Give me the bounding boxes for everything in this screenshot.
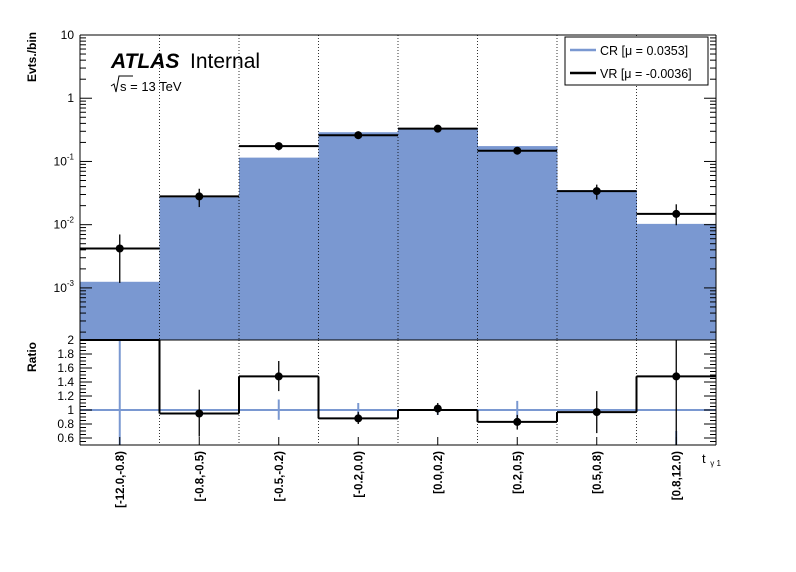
ratio-y-tick-label-0: 0.6 xyxy=(57,431,74,445)
top-y-tick-label-3: 1 xyxy=(67,91,74,105)
x-axis-label-main: t xyxy=(702,451,706,466)
vr-point-0 xyxy=(115,244,124,253)
ratio-grid xyxy=(159,340,637,445)
cr-bar-0 xyxy=(80,281,160,340)
ratio-point-5 xyxy=(513,417,522,426)
vr-point-2 xyxy=(274,142,283,151)
tick-exponent: -3 xyxy=(67,279,75,288)
vr-layer xyxy=(80,124,716,283)
x-category-label-2: [-0.5,-0.2) xyxy=(274,451,286,502)
energy-value-text: = 13 TeV xyxy=(127,79,182,94)
top-y-tick-label-0: 10-3 xyxy=(54,279,75,295)
tick-base: 10 xyxy=(54,154,68,168)
internal-text: Internal xyxy=(190,50,260,73)
vr-point-4 xyxy=(433,124,442,133)
x-axis-label-sub: γ 1 xyxy=(710,459,721,468)
ratio-y-tick-label-4: 1.4 xyxy=(57,375,74,389)
top-y-tick-label-2: 10-1 xyxy=(54,152,75,168)
ratio-axis-label: Ratio xyxy=(25,342,39,372)
legend: CR [μ = 0.0353] VR [μ = -0.0036] xyxy=(564,36,709,86)
x-category-label-3: [-0.2,0.0) xyxy=(353,451,365,498)
ratio-y-tick-label-1: 0.8 xyxy=(57,417,74,431)
x-category-label-4: [0.0,0.2) xyxy=(433,451,445,494)
sqrt-symbol xyxy=(110,75,133,93)
tick-exponent: -1 xyxy=(67,152,75,161)
atlas-text: ATLAS xyxy=(110,50,179,73)
legend-cr-label: CR [μ = 0.0353] xyxy=(600,44,688,58)
cr-bar-5 xyxy=(477,146,558,340)
tick-base: 10 xyxy=(61,28,75,42)
cr-bar-7 xyxy=(636,223,717,340)
x-category-label-7: [0.8,12.0) xyxy=(671,451,683,500)
ratio-y-tick-label-7: 2 xyxy=(67,333,74,347)
ratio-point-1 xyxy=(195,409,204,418)
cr-bar-1 xyxy=(159,197,240,340)
y-axis-label: Evts./bin xyxy=(25,32,39,82)
legend-vr-label: VR [μ = -0.0036] xyxy=(600,67,692,81)
top-y-tick-label-1: 10-2 xyxy=(54,216,75,232)
ratio-y-tick-label-5: 1.6 xyxy=(57,361,74,375)
atlas-label: ATLAS Internal s = 13 TeV xyxy=(110,50,260,94)
energy-text: s = 13 TeV xyxy=(120,79,182,94)
ratio-point-4 xyxy=(433,404,442,413)
ratio-y-tick-label-3: 1.2 xyxy=(57,389,74,403)
top-y-tick-label-4: 10 xyxy=(61,28,75,42)
ratio-point-7 xyxy=(672,372,681,381)
vr-point-1 xyxy=(195,192,204,201)
ratio-y-tick-label-2: 1 xyxy=(67,403,74,417)
x-axis-label: t γ 1 xyxy=(702,451,721,468)
sqrt-s-text: s xyxy=(120,79,127,94)
x-tick-labels: [-12.0,-0.8) [-0.8,-0.5) [-0.5,-0.2) [-0.2,… xyxy=(115,437,683,508)
x-category-label-5: [0.2,0.5) xyxy=(512,451,524,494)
tick-exponent: -2 xyxy=(67,216,75,225)
x-category-label-6: [0.5,0.8) xyxy=(592,451,604,494)
x-category-label-0: [-12.0,-0.8) xyxy=(115,451,127,508)
legend-box xyxy=(564,36,709,86)
ratio-point-2 xyxy=(274,372,283,381)
ratio-axes: 0.60.811.21.41.61.82 xyxy=(57,333,717,446)
ratio-point-6 xyxy=(592,408,601,417)
tick-base: 1 xyxy=(67,91,74,105)
x-category-label-1: [-0.8,-0.5) xyxy=(194,451,206,502)
tick-base: 10 xyxy=(54,281,68,295)
ratio-y-tick-label-6: 1.8 xyxy=(57,347,74,361)
cr-bar-6 xyxy=(557,190,637,340)
vr-point-6 xyxy=(592,187,601,196)
cr-bar-3 xyxy=(318,132,399,340)
vr-point-7 xyxy=(672,209,681,218)
tick-base: 10 xyxy=(54,218,68,232)
vr-point-5 xyxy=(513,146,522,155)
cr-fill-layer xyxy=(80,128,717,340)
vr-point-3 xyxy=(354,131,363,140)
ratio-point-3 xyxy=(354,414,363,423)
cr-bar-2 xyxy=(239,157,319,340)
cr-bar-4 xyxy=(398,128,478,340)
